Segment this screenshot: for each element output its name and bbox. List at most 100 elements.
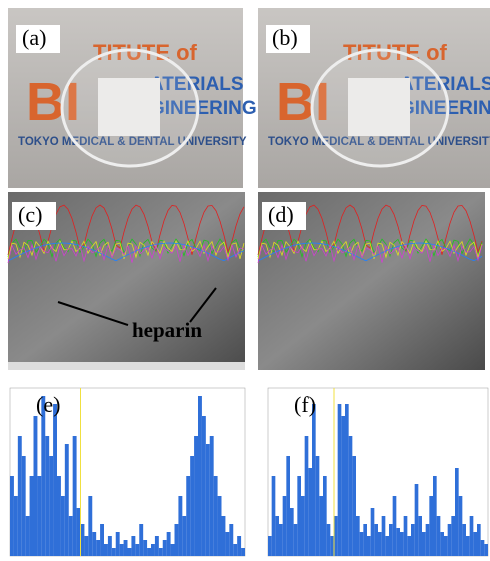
- line-scan: [7, 242, 245, 262]
- bar: [45, 436, 50, 556]
- bar: [107, 536, 112, 556]
- label-box: [16, 25, 60, 53]
- bar: [123, 540, 128, 556]
- bar: [359, 532, 364, 556]
- bar: [440, 532, 444, 556]
- bar: [209, 436, 214, 556]
- scale-bar-area: [8, 362, 245, 370]
- bar: [370, 508, 375, 556]
- bar: [217, 496, 222, 556]
- bar: [100, 524, 104, 556]
- bar: [88, 496, 93, 556]
- arrow: [189, 287, 217, 323]
- bar: [337, 404, 342, 556]
- bar: [147, 548, 151, 556]
- bar: [334, 516, 338, 556]
- line-scan: [257, 242, 483, 262]
- bar: [403, 516, 408, 556]
- bar: [392, 496, 397, 556]
- bar: [484, 544, 488, 556]
- bar: [352, 456, 356, 556]
- bar: [275, 516, 279, 556]
- label-box: [12, 202, 56, 230]
- logo-text: ATERIALS: [400, 74, 490, 95]
- bar: [436, 516, 441, 556]
- bar: [49, 456, 54, 556]
- panel-label: (f): [294, 392, 316, 417]
- bar: [182, 516, 187, 556]
- bar: [473, 532, 477, 556]
- bar: [462, 524, 466, 556]
- bar: [68, 516, 73, 556]
- logo-text: BI: [276, 72, 330, 132]
- bar: [17, 436, 22, 556]
- bar: [76, 508, 81, 556]
- bar: [396, 528, 400, 556]
- bar: [455, 468, 459, 556]
- line-scan: [7, 243, 245, 264]
- bar: [60, 496, 65, 556]
- bar: [414, 484, 419, 556]
- bar: [271, 476, 276, 556]
- bar: [297, 476, 301, 556]
- bar: [33, 416, 38, 556]
- logo-text: ATERIALS: [150, 74, 244, 95]
- bar: [119, 544, 124, 556]
- bar: [57, 476, 61, 556]
- bar: [151, 544, 155, 556]
- bar: [154, 536, 159, 556]
- annotation: heparin: [132, 318, 202, 342]
- bar: [143, 540, 148, 556]
- panel-label: (a): [22, 25, 46, 50]
- bar: [162, 540, 167, 556]
- bar: [477, 524, 481, 556]
- bar: [451, 516, 455, 556]
- logo-text: GINEERING: [150, 98, 257, 119]
- bar: [186, 476, 191, 556]
- bar: [480, 540, 485, 556]
- bar: [127, 548, 132, 556]
- bar: [293, 524, 298, 556]
- bar: [374, 524, 378, 556]
- panel-label: (d): [268, 202, 294, 227]
- bar: [135, 544, 140, 556]
- bar: [312, 404, 316, 556]
- bar: [190, 456, 195, 556]
- bar: [433, 476, 437, 556]
- bar: [198, 396, 202, 556]
- bar: [225, 532, 230, 556]
- bar: [221, 516, 226, 556]
- bar: [345, 404, 349, 556]
- bar: [290, 508, 294, 556]
- bar: [429, 496, 433, 556]
- bar: [301, 496, 305, 556]
- bar: [444, 536, 448, 556]
- logo-text: TOKYO MEDICAL & DENTAL UNIVERSITY: [18, 136, 247, 148]
- bar: [381, 516, 386, 556]
- bar: [286, 456, 290, 556]
- bar: [64, 444, 69, 556]
- bar: [304, 436, 309, 556]
- bar: [319, 496, 323, 556]
- bar: [233, 544, 238, 556]
- bar: [308, 468, 312, 556]
- bar: [237, 536, 242, 556]
- bar: [111, 548, 116, 556]
- bar: [418, 516, 422, 556]
- bar: [115, 532, 120, 556]
- bar: [282, 496, 287, 556]
- panel-label: (c): [18, 202, 42, 227]
- bar: [279, 524, 283, 556]
- logo-text: BI: [26, 72, 80, 132]
- bar: [378, 532, 382, 556]
- panel-label: (b): [272, 25, 298, 50]
- bar: [53, 404, 57, 556]
- sample: [348, 78, 410, 136]
- bar: [194, 436, 198, 556]
- bar: [389, 524, 393, 556]
- bar: [21, 456, 26, 556]
- bar: [363, 524, 367, 556]
- bar: [92, 532, 97, 556]
- line-scan: [257, 238, 483, 259]
